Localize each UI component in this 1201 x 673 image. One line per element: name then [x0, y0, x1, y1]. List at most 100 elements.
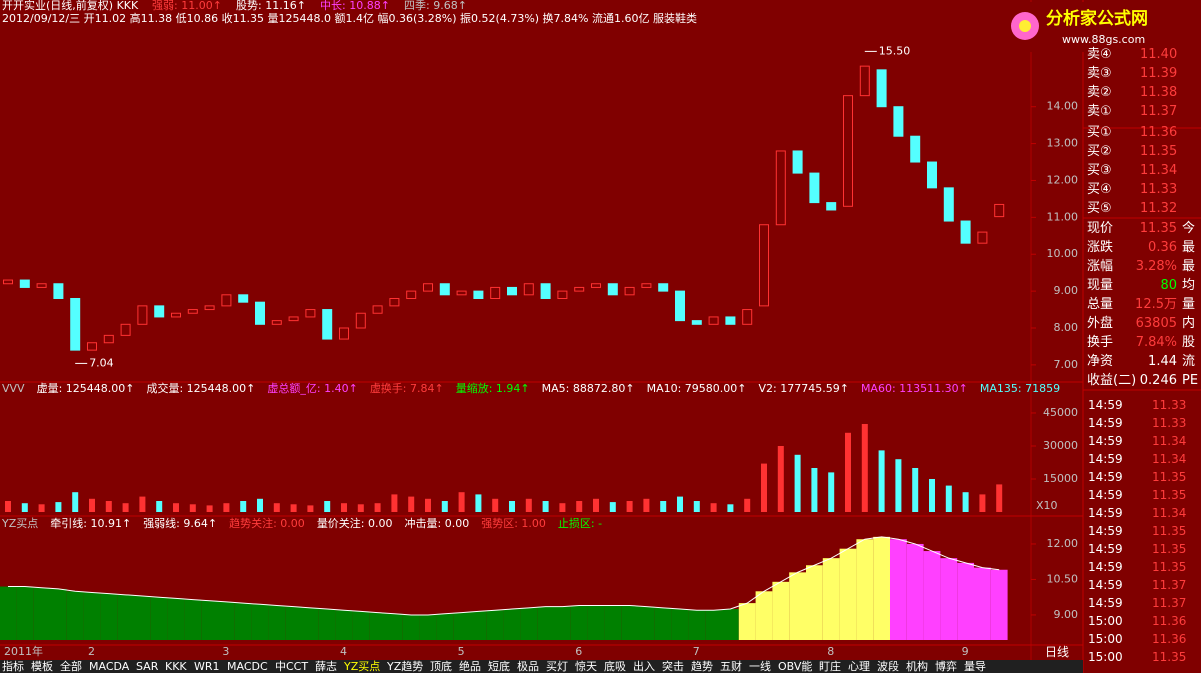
- tick-price: 11.35: [1152, 542, 1187, 556]
- tab[interactable]: KKK: [165, 660, 187, 673]
- volume-bar: [425, 498, 431, 512]
- tab[interactable]: YZ买点: [344, 660, 381, 673]
- indicator-bar: [218, 601, 235, 640]
- indicator-bar: [990, 569, 1008, 640]
- candle-body: [53, 283, 64, 299]
- tick-time: 14:59: [1088, 416, 1123, 430]
- candle-body: [19, 279, 30, 288]
- candle-body: [507, 286, 517, 296]
- volume-bar: [173, 503, 179, 512]
- y-tick-label: 8.00: [1054, 321, 1079, 334]
- tab[interactable]: 量导: [964, 660, 986, 673]
- candle-body: [439, 283, 450, 296]
- tab[interactable]: 心理: [848, 660, 870, 673]
- tab[interactable]: 博弈: [935, 660, 957, 673]
- stat-label: 总量: [1087, 297, 1114, 312]
- tab[interactable]: WR1: [194, 660, 220, 673]
- tab[interactable]: 中CCT: [275, 660, 309, 673]
- candle-body: [658, 283, 669, 292]
- candle-body: [288, 316, 299, 322]
- annotation: 15.50: [879, 44, 911, 57]
- indicator-header: MA60: 113511.30↑: [861, 382, 968, 395]
- indicator-bar: [318, 609, 336, 640]
- tab[interactable]: MACDA: [89, 660, 130, 673]
- stat-label: 现量: [1087, 278, 1114, 293]
- volume-bar: [979, 494, 986, 512]
- volume-bar: [441, 500, 448, 512]
- candle-body: [137, 305, 148, 325]
- tab[interactable]: 绝品: [459, 660, 481, 673]
- indicator-bar: [201, 600, 218, 640]
- tick-price: 11.33: [1152, 416, 1187, 430]
- volume-bar: [660, 500, 667, 512]
- volume-bar: [710, 503, 717, 512]
- tab[interactable]: 突击: [662, 660, 684, 673]
- candle-body: [675, 290, 685, 322]
- candle-body: [691, 320, 702, 325]
- tab[interactable]: 全部: [60, 660, 82, 673]
- volume-bar: [962, 492, 969, 512]
- tab[interactable]: 机构: [906, 660, 928, 673]
- candle-body: [339, 327, 349, 340]
- tab[interactable]: 盯庄: [819, 660, 841, 673]
- volume-bar: [408, 496, 415, 512]
- indicator-header: 强弱线: 9.64↑: [143, 516, 217, 530]
- tab[interactable]: 波段: [877, 660, 899, 673]
- tab[interactable]: 出入: [633, 660, 655, 673]
- indicator-bar: [890, 539, 907, 640]
- tab[interactable]: 底吸: [604, 660, 626, 673]
- tab[interactable]: 惊天: [575, 660, 597, 673]
- tab[interactable]: OBV能: [778, 660, 813, 673]
- volume-bar: [626, 500, 633, 512]
- x-tick-label: 7: [693, 645, 700, 658]
- tab[interactable]: 一线: [749, 660, 771, 673]
- order-label: 买④: [1087, 182, 1112, 197]
- tab[interactable]: 极品: [517, 660, 539, 673]
- tab[interactable]: 薛志: [315, 660, 337, 673]
- y-tick-label: 15000: [1043, 472, 1078, 485]
- candle-body: [238, 294, 249, 303]
- candle-body: [876, 69, 887, 108]
- candle-body: [423, 283, 433, 292]
- tab[interactable]: MACDC: [227, 660, 268, 673]
- tab[interactable]: 短底: [488, 660, 510, 673]
- tab[interactable]: 模板: [31, 660, 53, 673]
- indicator-bar: [335, 610, 353, 640]
- candle-body: [927, 161, 937, 189]
- x-tick-label: 2: [88, 645, 95, 658]
- volume-bar: [374, 503, 381, 512]
- header-item: 四季: 9.68↑: [404, 0, 467, 12]
- candle-body: [742, 309, 753, 325]
- tab[interactable]: 五财: [720, 660, 742, 673]
- tab[interactable]: 指标: [2, 660, 24, 673]
- candle-body: [473, 290, 484, 299]
- tab[interactable]: YZ趋势: [387, 660, 424, 673]
- candle-body: [994, 203, 1005, 218]
- tab[interactable]: 买灯: [546, 660, 568, 673]
- indicator-bar: [117, 594, 134, 640]
- y-tick-label: 12.00: [1047, 537, 1079, 550]
- candle-body: [523, 283, 534, 296]
- tick-time: 15:00: [1088, 614, 1123, 628]
- indicator-header: V2: 177745.59↑: [759, 382, 849, 395]
- tick-time: 14:59: [1088, 452, 1123, 466]
- stat-extra: 均: [1182, 278, 1196, 293]
- tab[interactable]: SAR: [136, 660, 159, 673]
- candle-body: [641, 283, 652, 288]
- candle-body: [775, 150, 786, 226]
- order-price: 11.39: [1140, 66, 1178, 81]
- indicator-bar: [234, 603, 252, 640]
- order-label: 买③: [1087, 163, 1112, 178]
- unit-label: X10: [1036, 499, 1058, 512]
- tick-price: 11.35: [1152, 560, 1187, 574]
- logo-flower-center: [1019, 20, 1031, 32]
- stat-extra: 流: [1182, 354, 1196, 369]
- stat-value: 80: [1160, 278, 1177, 293]
- tick-price: 11.34: [1152, 452, 1187, 466]
- tab[interactable]: 顶底: [430, 660, 452, 673]
- volume-bar: [72, 492, 79, 512]
- header-item: 强弱: 11.00↑: [152, 0, 222, 12]
- indicator-bar: [722, 609, 739, 640]
- tab[interactable]: 趋势: [691, 660, 713, 673]
